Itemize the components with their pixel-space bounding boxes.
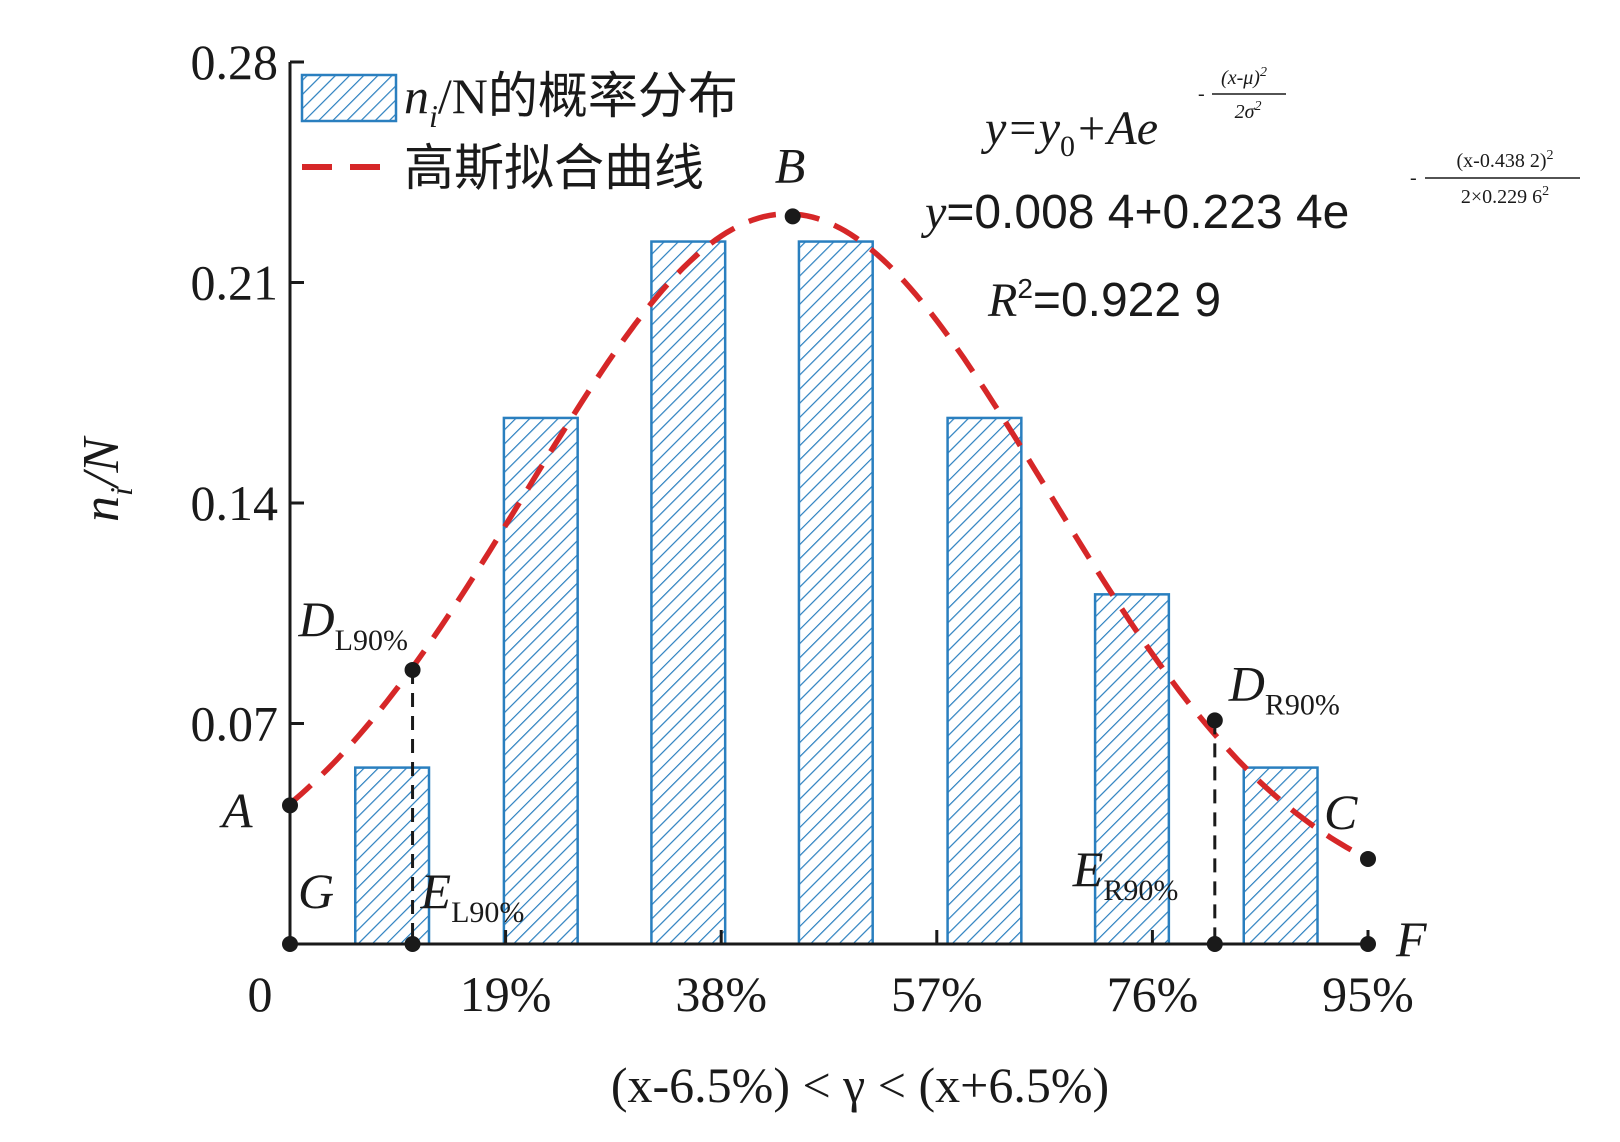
equation-fitted-exp-sign: - [1410, 167, 1417, 189]
x-tick-label-3: 38% [675, 966, 767, 1022]
point-e-l90-label: EL90% [420, 863, 525, 929]
points-layer [282, 208, 1376, 952]
y-tick-label-4: 0.28 [191, 34, 279, 90]
point-f-marker [1360, 936, 1376, 952]
bar-4 [797, 240, 874, 946]
guides-layer [411, 669, 1217, 944]
point-a-marker [282, 797, 298, 814]
point-b-label: B [775, 137, 806, 193]
point-c-label: C [1324, 784, 1358, 840]
bar-7 [1242, 766, 1319, 946]
gaussian-fit-curve [288, 211, 1370, 862]
point-e-r90-label: ER90% [1072, 841, 1179, 907]
bar-1 [353, 766, 431, 946]
y-tick-label-3: 0.21 [191, 255, 279, 311]
equations: y=y0+Ae - (x-μ)2 2σ2 y=0.008 4+0.223 4e … [920, 65, 1580, 327]
legend: ni/N的概率分布 高斯拟合曲线 [300, 68, 738, 196]
y-axis-title: ni/N [73, 435, 139, 522]
point-d-l90-marker [404, 661, 421, 678]
point-c-marker [1360, 850, 1376, 867]
point-d-l90-label: DL90% [298, 591, 408, 657]
y-tick-label-1: 0.07 [191, 696, 279, 752]
point-d-r90-marker [1206, 712, 1223, 729]
legend-bar-swatch [300, 73, 398, 123]
equation-fitted-exp-den: 2×0.229 62 [1461, 184, 1549, 208]
equation-general-exp-den: 2σ2 [1235, 99, 1262, 123]
x-tick-label-5: 76% [1107, 966, 1199, 1022]
equation-r2: R2=0.922 9 [987, 273, 1221, 327]
point-e-l90-marker [404, 936, 421, 952]
labels-layer: A B C DL90% DR90% EL90% ER90% G F [219, 137, 1427, 967]
bar-5 [946, 416, 1023, 946]
x-tick-label-4: 57% [891, 966, 983, 1022]
equation-fitted-exp-num: (x-0.438 2)2 [1457, 148, 1554, 172]
bars-layer [353, 240, 1319, 946]
bar-3 [650, 240, 727, 946]
point-g-marker [282, 936, 298, 952]
point-g-label: G [298, 863, 334, 919]
equation-general: y=y0+Ae [980, 102, 1158, 163]
point-a-label: A [219, 782, 253, 838]
point-f-label: F [1395, 911, 1427, 967]
curve-layer [288, 211, 1370, 862]
equation-fitted: y=0.008 4+0.223 4e [920, 186, 1349, 239]
legend-curve-label: 高斯拟合曲线 [404, 140, 704, 196]
x-tick-label-2: 19% [460, 966, 552, 1022]
bar-6 [1093, 593, 1171, 946]
bar-2 [502, 416, 579, 946]
legend-bar-label: ni/N的概率分布 [404, 68, 738, 134]
x-tick-label-1: 0 [248, 966, 273, 1022]
x-axis-title: (x-6.5%) < γ < (x+6.5%) [611, 1057, 1109, 1113]
equation-general-exp-sign: - [1198, 83, 1205, 105]
x-tick-label-6: 95% [1322, 966, 1414, 1022]
point-d-r90-label: DR90% [1228, 655, 1340, 721]
y-tick-label-2: 0.14 [191, 475, 279, 531]
point-b-marker [784, 208, 801, 225]
equation-general-exp-num: (x-μ)2 [1221, 65, 1267, 89]
point-e-r90-marker [1206, 936, 1223, 952]
axes-layer: 0.07 0.14 0.21 0.28 0 19% 38% 57% 76% 95% [191, 34, 1414, 1022]
